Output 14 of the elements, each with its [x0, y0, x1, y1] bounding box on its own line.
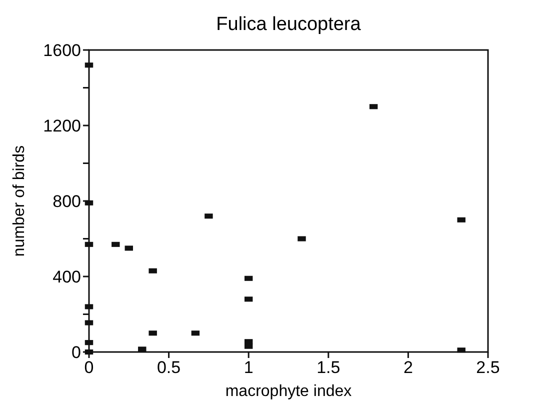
- y-tick-label: 800: [52, 192, 81, 211]
- y-tick-label: 1200: [43, 116, 81, 136]
- chart-title: Fulica leucoptera: [216, 14, 362, 35]
- y-axis-title: number of birds: [11, 145, 28, 257]
- y-tick-label: 0: [72, 342, 81, 362]
- x-tick-label: 2.5: [476, 358, 500, 377]
- y-tick-label: 1600: [43, 40, 81, 60]
- x-tick-label: 1: [244, 358, 254, 377]
- x-axis-title: macrophyte index: [225, 383, 352, 400]
- x-tick-label: 1.5: [316, 358, 340, 377]
- x-tick-label: 0.5: [156, 358, 181, 377]
- x-tick-label: 0: [84, 358, 94, 377]
- x-tick-label: 2: [403, 358, 413, 377]
- y-tick-label: 400: [52, 267, 81, 286]
